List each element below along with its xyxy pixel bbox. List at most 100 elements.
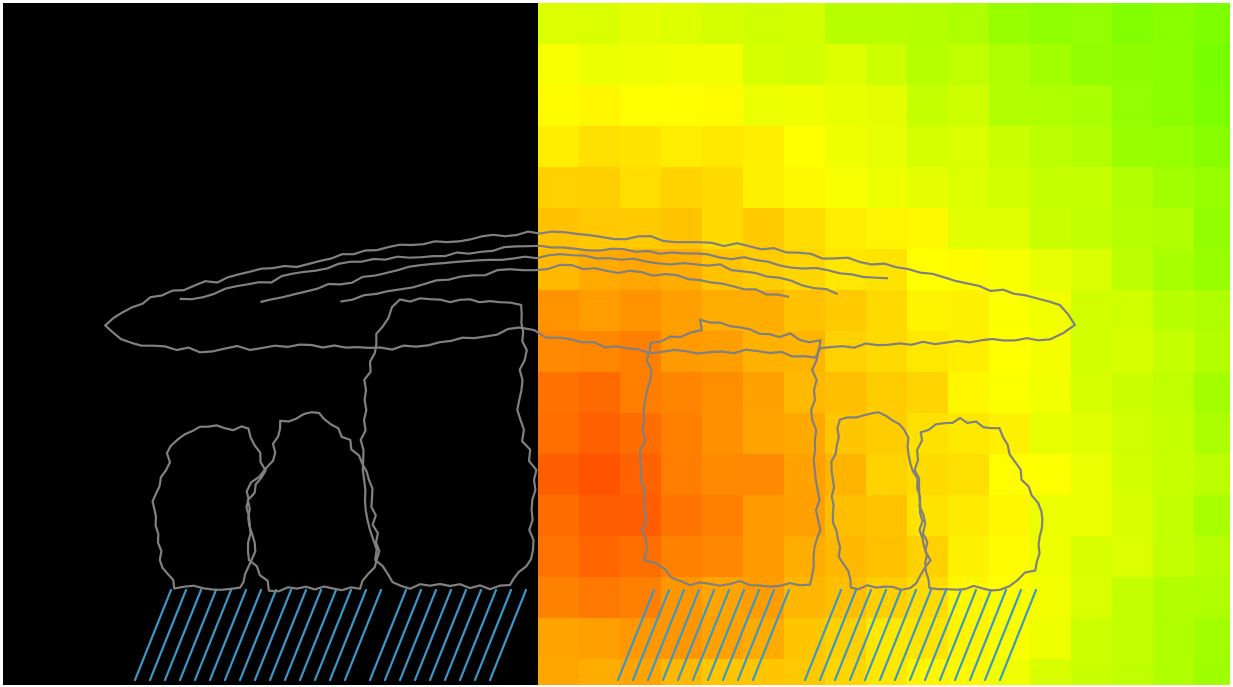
heat-tile	[579, 44, 620, 85]
heat-tile	[866, 3, 907, 44]
heat-tile	[1071, 413, 1112, 454]
heat-tile	[1153, 413, 1194, 454]
heat-tile	[743, 372, 784, 413]
heat-tile	[1112, 249, 1153, 290]
heat-tile	[1194, 249, 1230, 290]
heat-tile	[1112, 44, 1153, 85]
heat-tile	[702, 85, 743, 126]
heat-tile	[948, 618, 989, 659]
heat-tile	[538, 618, 579, 659]
heat-tile	[1153, 85, 1194, 126]
heat-tile	[1112, 3, 1153, 44]
heat-tile	[1030, 413, 1071, 454]
heat-tile	[784, 454, 825, 495]
heat-tile	[1153, 659, 1194, 685]
heat-tile	[538, 659, 579, 685]
heat-tile	[1112, 618, 1153, 659]
heat-tile	[784, 618, 825, 659]
heat-tile	[1153, 495, 1194, 536]
heat-tile	[579, 126, 620, 167]
heat-tile	[1194, 208, 1230, 249]
heat-tile	[948, 44, 989, 85]
heat-tile	[620, 536, 661, 577]
heat-tile	[989, 577, 1030, 618]
scene	[0, 0, 1233, 687]
heat-tile	[702, 413, 743, 454]
heat-tile	[579, 495, 620, 536]
heat-tile	[1194, 372, 1230, 413]
heat-tile	[1030, 85, 1071, 126]
heat-tile	[907, 126, 948, 167]
heat-tile	[989, 454, 1030, 495]
heat-tile	[661, 85, 702, 126]
heat-tile	[743, 249, 784, 290]
heat-tile	[1071, 208, 1112, 249]
heat-tile	[948, 454, 989, 495]
heat-tile	[825, 331, 866, 372]
heat-tile	[579, 3, 620, 44]
heat-tile	[538, 495, 579, 536]
heat-tile	[538, 44, 579, 85]
heat-tile	[702, 618, 743, 659]
heat-tile	[866, 577, 907, 618]
heat-tile	[620, 3, 661, 44]
heat-tile	[1112, 495, 1153, 536]
heat-tile	[1153, 208, 1194, 249]
heat-tile	[1153, 372, 1194, 413]
heat-tile	[702, 372, 743, 413]
heat-tile	[1194, 44, 1230, 85]
heat-tile	[825, 372, 866, 413]
heat-tile	[1071, 44, 1112, 85]
heat-tile	[907, 3, 948, 44]
heat-tile	[1194, 454, 1230, 495]
heat-tile	[866, 249, 907, 290]
page: (() => { const data = JSON.parse(documen…	[0, 0, 1233, 687]
heat-tile	[538, 126, 579, 167]
heat-tile	[784, 126, 825, 167]
heat-tile	[743, 454, 784, 495]
heat-tile	[1071, 290, 1112, 331]
heat-tile	[620, 85, 661, 126]
heat-tile	[948, 331, 989, 372]
heat-tile	[538, 536, 579, 577]
heat-tile	[825, 536, 866, 577]
heat-tile	[907, 454, 948, 495]
heat-tile	[661, 249, 702, 290]
heat-tile	[1153, 3, 1194, 44]
heat-tile	[1071, 577, 1112, 618]
heat-tile	[825, 249, 866, 290]
heat-tile	[743, 495, 784, 536]
heat-tile	[1194, 167, 1230, 208]
heat-tile	[866, 413, 907, 454]
heat-tile	[948, 208, 989, 249]
heat-tile	[825, 413, 866, 454]
heat-tile	[825, 3, 866, 44]
heat-tile	[579, 454, 620, 495]
heat-tile	[1030, 618, 1071, 659]
heat-tile	[743, 167, 784, 208]
heat-tile	[1030, 3, 1071, 44]
heat-tile	[620, 208, 661, 249]
heat-tile	[538, 454, 579, 495]
heat-tile	[1030, 372, 1071, 413]
heat-tile	[620, 126, 661, 167]
heat-tile	[620, 249, 661, 290]
heat-tile	[1153, 290, 1194, 331]
heat-tile	[1030, 126, 1071, 167]
heat-tile	[620, 495, 661, 536]
heat-tile	[1112, 536, 1153, 577]
heat-tile	[989, 249, 1030, 290]
heat-tile	[661, 167, 702, 208]
heat-tile	[948, 659, 989, 685]
heat-tile	[579, 659, 620, 685]
heat-tile	[743, 85, 784, 126]
heat-tile	[1194, 3, 1230, 44]
heat-tile	[702, 495, 743, 536]
heat-tile	[743, 208, 784, 249]
heat-tile	[907, 372, 948, 413]
heat-tile	[1030, 331, 1071, 372]
heat-tile	[579, 85, 620, 126]
heat-tile	[743, 3, 784, 44]
heat-tile	[866, 44, 907, 85]
heat-tile	[620, 44, 661, 85]
